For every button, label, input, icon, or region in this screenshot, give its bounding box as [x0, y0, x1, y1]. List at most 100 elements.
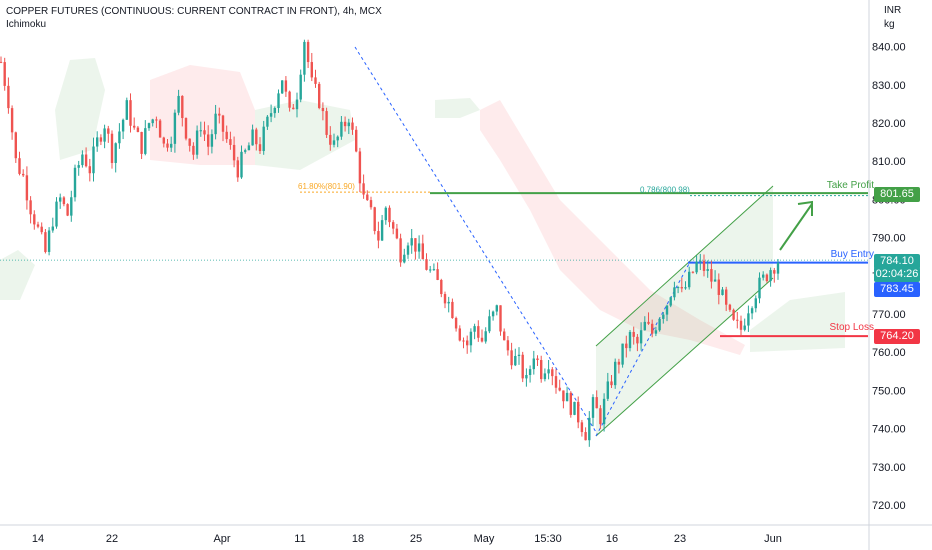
candle [151, 118, 154, 127]
candle-body [103, 128, 106, 142]
candle-body [454, 318, 458, 329]
candle-body [22, 173, 25, 176]
candle [66, 203, 69, 217]
candle-body [166, 143, 169, 148]
candle-body [588, 417, 591, 441]
candle [225, 125, 228, 143]
candle [232, 136, 236, 168]
candle-body [81, 154, 84, 166]
candle [706, 260, 709, 278]
candle-body [458, 328, 461, 341]
candle [22, 169, 25, 178]
candle-body [358, 151, 362, 184]
candle-body [466, 340, 469, 346]
candle-body [443, 294, 447, 304]
indicator-label[interactable]: Ichimoku [6, 19, 47, 30]
x-tick-label: 22 [106, 533, 118, 545]
candle [488, 309, 491, 334]
candle-body [477, 326, 480, 338]
candle-body [207, 134, 210, 147]
candle-body [366, 194, 369, 201]
last-price-badge: 784.10 [874, 254, 920, 269]
candle-body [739, 320, 743, 330]
candle [691, 271, 695, 274]
candle [595, 390, 598, 409]
candle-body [769, 270, 772, 282]
candle-body [514, 356, 517, 366]
candle [70, 190, 73, 222]
candle-body [562, 390, 565, 402]
candle-body [773, 270, 776, 274]
candle-body [651, 323, 654, 334]
candle [192, 142, 195, 160]
candle-body [425, 259, 428, 270]
candle [639, 322, 643, 351]
candle [184, 117, 188, 141]
candle [647, 312, 650, 325]
candle-body [47, 230, 51, 252]
x-tick-label: 18 [352, 533, 364, 545]
x-tick-label: Apr [213, 533, 230, 545]
candle [236, 156, 239, 182]
candle [717, 273, 720, 305]
candle-body [754, 298, 757, 309]
fib-618-label: 61.80%(801.90) [298, 182, 355, 191]
candle-body [347, 122, 350, 127]
candle-body [162, 137, 165, 144]
candle-body [384, 207, 387, 221]
candle-body [702, 260, 706, 271]
candle-body [173, 112, 177, 144]
candle [543, 368, 547, 382]
candle-body [580, 422, 584, 433]
candle-body [321, 107, 325, 112]
candle-body [318, 83, 321, 108]
candle [214, 104, 217, 140]
candle-body [676, 287, 680, 289]
candle-body [636, 336, 639, 344]
buy-entry-price-badge: 783.45 [874, 282, 920, 297]
candle [355, 126, 358, 153]
candle-body [33, 214, 36, 225]
candle-body [73, 167, 77, 198]
candle [110, 130, 114, 169]
candle [617, 358, 621, 374]
candle [739, 315, 743, 337]
candle-body [706, 269, 709, 271]
candle-body [591, 397, 595, 418]
candle [451, 298, 454, 319]
candle [81, 150, 84, 168]
candle-body [599, 408, 602, 425]
candle-body [214, 113, 217, 135]
candle [776, 259, 780, 280]
candle [158, 118, 162, 138]
candle [358, 147, 362, 193]
candle-body [133, 125, 136, 128]
candle [177, 89, 180, 116]
ichimoku-cloud [0, 58, 845, 355]
candle-body [10, 108, 14, 133]
candle [162, 136, 165, 148]
candle-body [258, 144, 262, 152]
candle-body [403, 254, 406, 263]
candle-body [684, 287, 687, 289]
candle [181, 95, 184, 127]
candle-body [610, 381, 613, 386]
candle-body [118, 131, 121, 144]
candle [310, 52, 313, 82]
candle-body [480, 337, 484, 342]
candle [480, 329, 484, 343]
candle-body [192, 145, 195, 155]
candle [477, 320, 480, 342]
candle-body [417, 243, 421, 252]
candle-body [643, 321, 646, 331]
candle-body [277, 93, 280, 109]
candle-body [88, 166, 91, 174]
candle [188, 138, 191, 152]
candle [710, 260, 713, 289]
candle [166, 138, 169, 152]
candle [414, 238, 417, 260]
countdown-badge: 02:04:26 [874, 267, 920, 282]
candle-body [129, 100, 132, 126]
candle-body [517, 354, 521, 357]
